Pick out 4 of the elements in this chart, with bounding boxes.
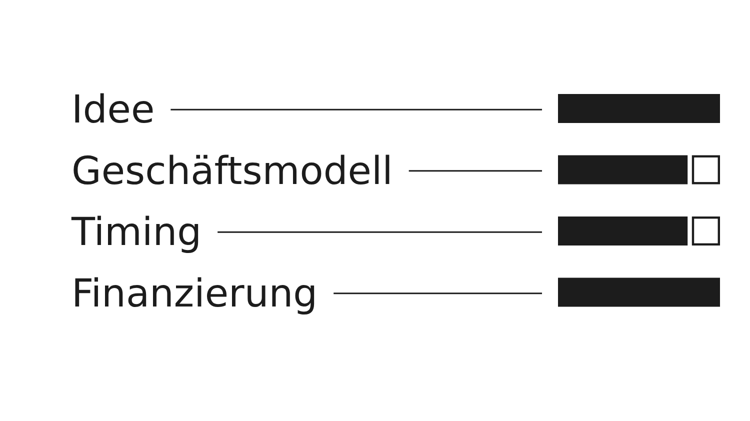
y-tick-label: Timing (70, 210, 202, 256)
y-tick-label: Finanzierung (72, 271, 318, 316)
y-tick-label: Idee (72, 88, 155, 133)
y-tick-label: Geschäftsmodell (72, 148, 393, 194)
